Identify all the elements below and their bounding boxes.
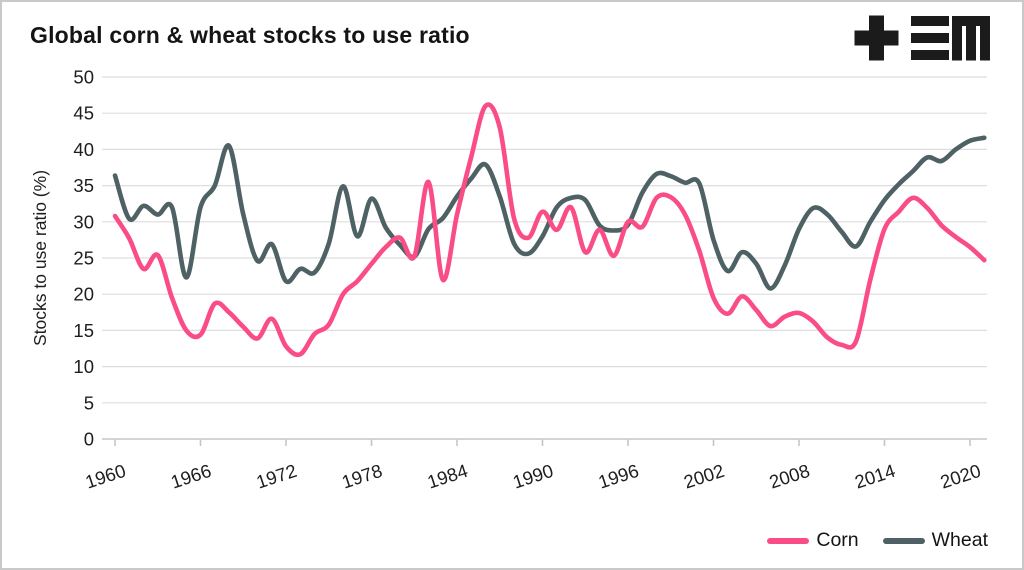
y-tick-label: 40: [73, 139, 94, 160]
y-tick-label: 25: [73, 248, 94, 269]
y-tick-label: 0: [84, 429, 94, 450]
x-tick-label: 1978: [339, 460, 385, 493]
y-axis-title: Stocks to use ratio (%): [30, 170, 50, 346]
y-tick-label: 30: [73, 211, 94, 232]
legend-label-wheat: Wheat: [931, 529, 988, 551]
x-axis: 1960 1966 1972 1978 1984 1990 1996 2002 2008 2014…: [83, 439, 984, 493]
plus-icon: [854, 15, 899, 61]
legend-item-wheat: Wheat: [882, 529, 988, 552]
y-axis-labels: 0 5 10 15 20 25 30 35 40 45 50: [73, 67, 94, 450]
x-tick-label: 2002: [681, 460, 727, 493]
x-tick-label: 1996: [596, 460, 642, 493]
x-tick-label: 1960: [83, 460, 129, 493]
m-icon: [952, 16, 990, 61]
x-tick-label: 2008: [767, 460, 813, 493]
tem-logo: [854, 15, 990, 61]
gridlines: [102, 76, 987, 440]
legend: Corn Wheat: [767, 529, 988, 552]
x-tick-label: 1966: [168, 460, 214, 493]
x-tick-label: 1972: [254, 460, 300, 493]
y-tick-label: 10: [73, 356, 94, 377]
x-tick-label: 1990: [510, 460, 556, 493]
legend-item-corn: Corn: [767, 529, 859, 552]
y-tick-label: 35: [73, 175, 94, 196]
corn-line: [112, 102, 987, 358]
x-tick-label: 1984: [425, 460, 471, 493]
wheat-line: [112, 135, 987, 291]
y-tick-label: 45: [73, 103, 94, 124]
corn-line-swatch: [767, 537, 810, 544]
x-tick-label: 2020: [938, 460, 984, 493]
chart-title: Global corn & wheat stocks to use ratio: [30, 22, 470, 48]
triple-bar-icon: [911, 16, 949, 60]
x-tick-label: 2014: [852, 460, 898, 493]
y-tick-label: 15: [73, 320, 94, 341]
data-series: [112, 102, 987, 358]
wheat-line-swatch: [882, 537, 925, 544]
legend-label-corn: Corn: [816, 529, 859, 551]
y-tick-label: 50: [73, 67, 94, 88]
y-tick-label: 20: [73, 284, 94, 305]
y-tick-label: 5: [84, 392, 94, 413]
